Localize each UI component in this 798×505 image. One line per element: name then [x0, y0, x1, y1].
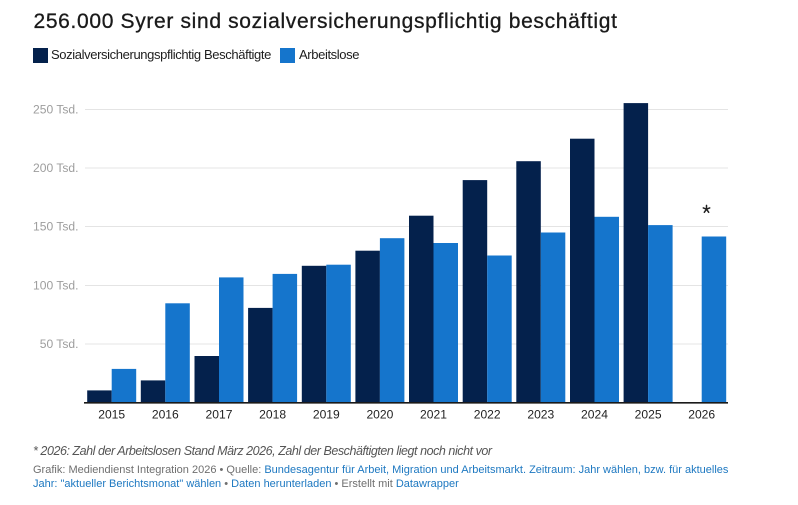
- svg-text:2021: 2021: [420, 408, 447, 422]
- svg-text:250 Tsd.: 250 Tsd.: [33, 102, 79, 116]
- svg-text:150 Tsd.: 150 Tsd.: [33, 220, 79, 234]
- svg-text:2015: 2015: [98, 408, 125, 422]
- svg-text:2024: 2024: [581, 408, 608, 422]
- svg-text:50 Tsd.: 50 Tsd.: [40, 337, 79, 351]
- svg-text:2019: 2019: [313, 408, 340, 422]
- svg-text:2023: 2023: [527, 408, 554, 422]
- svg-text:2018: 2018: [259, 408, 286, 422]
- svg-text:2026: 2026: [688, 408, 715, 422]
- svg-text:200 Tsd.: 200 Tsd.: [33, 161, 79, 175]
- svg-text:2016: 2016: [152, 408, 179, 422]
- svg-text:100 Tsd.: 100 Tsd.: [33, 278, 79, 292]
- svg-text:2020: 2020: [366, 408, 393, 422]
- svg-text:2022: 2022: [474, 408, 501, 422]
- svg-text:2025: 2025: [635, 408, 662, 422]
- svg-text:2017: 2017: [206, 408, 233, 422]
